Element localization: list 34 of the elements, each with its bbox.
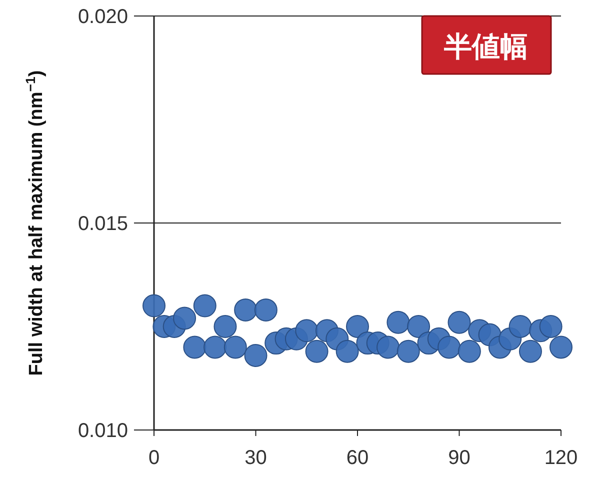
point — [518, 340, 542, 363]
y-tick-label: 0.010 — [78, 420, 128, 442]
point — [346, 315, 369, 338]
point — [224, 336, 247, 359]
point — [438, 336, 461, 359]
x-tick-label: 0 — [148, 447, 160, 469]
x-tick-label: 30 — [244, 447, 267, 469]
point — [448, 310, 471, 334]
x-tick-label: 90 — [448, 447, 470, 469]
point — [386, 310, 410, 334]
point — [396, 340, 420, 363]
x-tick-label: 60 — [346, 447, 369, 469]
point — [234, 298, 258, 322]
x-tick-label: 120 — [544, 447, 578, 469]
point — [508, 315, 532, 338]
point — [193, 294, 216, 318]
point — [458, 340, 481, 363]
point — [305, 340, 328, 363]
point — [295, 319, 318, 342]
point — [539, 315, 562, 338]
point — [376, 336, 400, 359]
point — [214, 315, 237, 338]
y-tick-label: 0.020 — [78, 6, 128, 28]
point — [142, 294, 166, 318]
point — [204, 336, 227, 359]
point — [550, 336, 572, 359]
point — [336, 340, 359, 363]
y-tick-label: 0.015 — [78, 213, 128, 235]
point — [254, 298, 278, 322]
text: 半値幅 — [443, 30, 528, 63]
point — [183, 336, 206, 359]
point — [244, 344, 268, 367]
point — [407, 315, 430, 338]
point — [173, 306, 196, 330]
